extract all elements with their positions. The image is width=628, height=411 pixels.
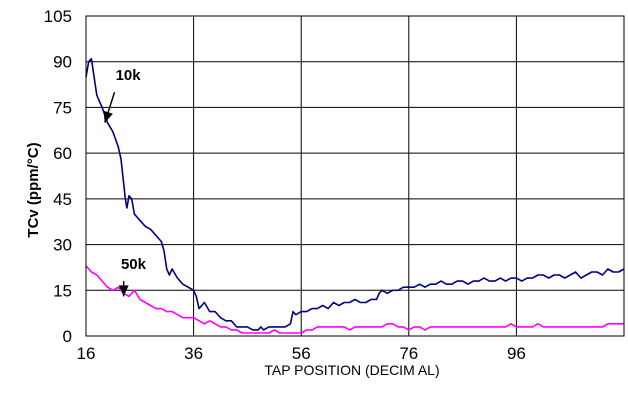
- x-axis-ticks: 16 36 56 76 96: [77, 344, 526, 363]
- y-tick-label: 105: [44, 7, 72, 26]
- annotations: 10k 50k: [103, 67, 147, 297]
- x-tick-label: 16: [77, 344, 96, 363]
- x-axis-label: TAP POSITION (DECIM AL): [264, 362, 439, 378]
- annotation-10k: 10k: [116, 67, 142, 84]
- chart-series: [85, 57, 625, 334]
- x-tick-label: 36: [184, 344, 203, 363]
- y-tick-label: 75: [53, 98, 72, 117]
- x-tick-label: 56: [292, 344, 311, 363]
- plot-frame: [85, 15, 625, 337]
- plot-border: [85, 15, 625, 337]
- series-line-10k: [85, 57, 625, 331]
- series-line-50k: [85, 265, 624, 334]
- x-tick-label: 96: [507, 344, 526, 363]
- y-tick-label: 45: [53, 190, 72, 209]
- y-axis-label: TCv (ppm/°C): [25, 142, 42, 237]
- y-tick-label: 30: [53, 236, 72, 255]
- y-tick-label: 15: [53, 281, 72, 300]
- x-tick-label: 76: [399, 344, 418, 363]
- y-tick-label: 90: [53, 53, 72, 72]
- y-axis-ticks: 0 15 30 45 60 75 90 105: [44, 7, 72, 346]
- annotation-50k: 50k: [121, 256, 147, 273]
- annotation-arrowhead: [118, 285, 129, 297]
- grid-lines: [85, 15, 624, 337]
- annotation-arrowhead: [103, 110, 113, 123]
- y-tick-label: 60: [53, 144, 72, 163]
- y-tick-label: 0: [63, 327, 72, 346]
